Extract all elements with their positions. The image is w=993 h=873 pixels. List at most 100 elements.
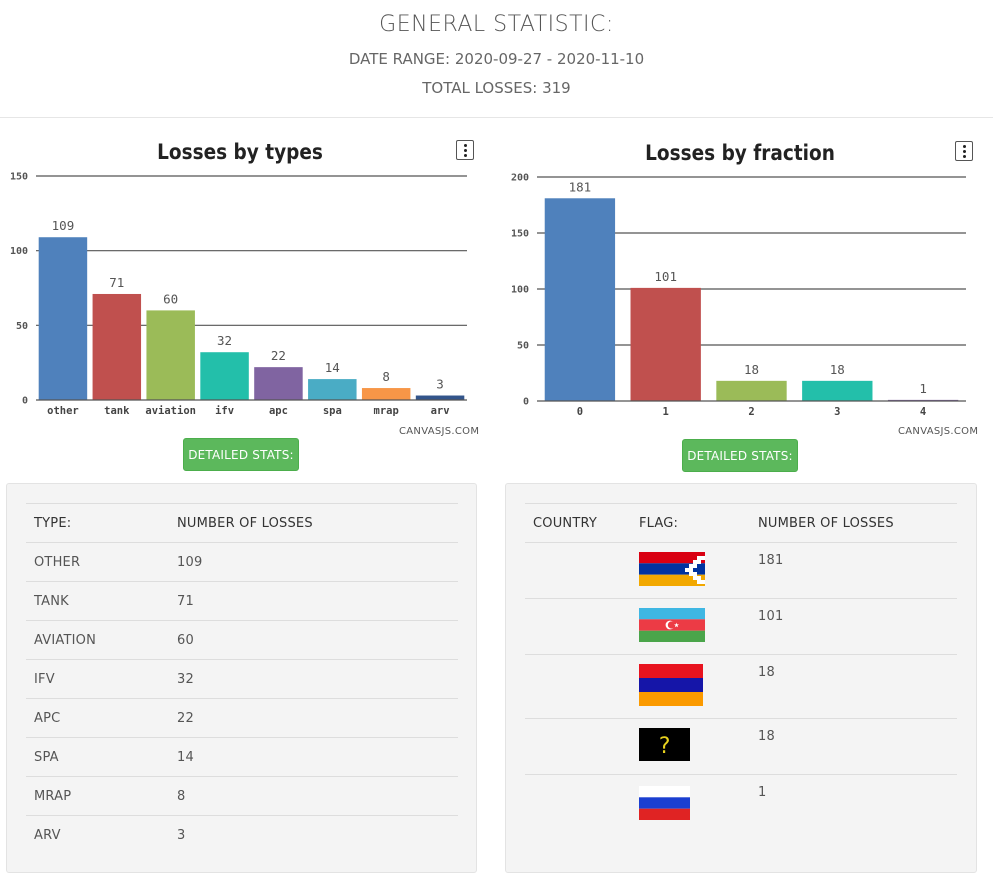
chart-losses-by-types: 0 50 100 150 109 other 71 tank 60 aviation 32 ifv 22… (10, 172, 467, 417)
type-cell: ARV (26, 815, 169, 854)
table-row: IFV 32 (26, 659, 458, 699)
x-tick-label: mrap (374, 405, 399, 417)
table-header-row: TYPE: NUMBER OF LOSSES (26, 503, 458, 543)
total-losses: TOTAL LOSSES: 319 (422, 79, 571, 97)
flag-cell: ? (631, 718, 750, 775)
y-tick-label: 0 (523, 397, 529, 408)
canvasjs-credit[interactable]: CANVASJS.COM (898, 426, 979, 437)
x-tick-label: spa (323, 405, 342, 417)
x-tick-label: ifv (215, 405, 234, 417)
type-cell: TANK (26, 581, 169, 621)
y-tick-label: 150 (511, 229, 529, 240)
data-label: 14 (325, 360, 340, 375)
table-row: 18 (525, 654, 957, 719)
bar-spa (308, 379, 357, 400)
data-label: 1 (919, 381, 927, 396)
table-row: TANK 71 (26, 581, 458, 621)
losses-cell: 109 (169, 542, 458, 582)
y-tick-label: 0 (22, 396, 28, 407)
type-cell: OTHER (26, 542, 169, 582)
armenia-flag-icon (639, 663, 742, 710)
losses-cell: 22 (169, 698, 458, 738)
azerbaijan-flag-icon (639, 607, 742, 646)
x-tick-label: arv (431, 405, 450, 417)
page-header: GENERAL STATISTIC: DATE RANGE: 2020-09-2… (0, 0, 993, 118)
table-row: 101 (525, 598, 957, 655)
fraction-table-panel: COUNTRY FLAG: NUMBER OF LOSSES 181 101 18?… (505, 483, 977, 873)
x-tick-label: 0 (577, 406, 583, 418)
y-tick-label: 200 (511, 173, 529, 184)
table-row: OTHER 109 (26, 542, 458, 582)
bar-2 (716, 380, 787, 401)
data-label: 60 (163, 291, 178, 306)
country-cell (525, 774, 631, 835)
table-row: MRAP 8 (26, 776, 458, 816)
table-row: 181 (525, 542, 957, 599)
losses-cell: 14 (169, 737, 458, 777)
date-range: DATE RANGE: 2020-09-27 - 2020-11-10 (348, 50, 645, 68)
menu-dot-icon (463, 153, 467, 157)
bar-0 (544, 198, 616, 401)
x-tick-label: apc (269, 405, 288, 417)
x-tick-label: 3 (834, 406, 840, 418)
x-tick-label: 2 (748, 406, 754, 418)
table-row: APC 22 (26, 698, 458, 738)
y-tick-label: 50 (16, 321, 28, 332)
menu-dot-icon (463, 143, 467, 147)
table-row: ARV 3 (26, 815, 458, 854)
chart-menu-button-fraction[interactable] (955, 141, 973, 161)
country-cell (525, 654, 631, 719)
table-row: 1 (525, 774, 957, 835)
detailed-stats-button-types[interactable]: DETAILED STATS: (183, 438, 299, 471)
type-cell: AVIATION (26, 620, 169, 660)
x-tick-label: 1 (663, 406, 669, 418)
type-cell: MRAP (26, 776, 169, 816)
data-label: 3 (436, 377, 444, 392)
bar-1 (630, 287, 701, 401)
data-label: 18 (830, 362, 845, 377)
detailed-stats-button-fraction[interactable]: DETAILED STATS: (682, 439, 798, 472)
data-label: 71 (109, 275, 124, 290)
data-label: 32 (217, 333, 232, 348)
column-header-type: TYPE: (26, 503, 169, 543)
table-row: SPA 14 (26, 737, 458, 777)
y-tick-label: 100 (10, 246, 28, 257)
types-table-panel: TYPE: NUMBER OF LOSSES OTHER 109 TANK 71 AVI… (6, 483, 477, 873)
bar-3 (802, 380, 873, 401)
bar-arv (415, 395, 465, 400)
bar-other (38, 237, 88, 400)
y-tick-label: 50 (517, 341, 529, 352)
chart-title-fraction: Losses by fraction (645, 141, 835, 165)
data-label: 8 (382, 369, 390, 384)
table-row: ? 18 (525, 718, 957, 775)
column-header-losses: NUMBER OF LOSSES (169, 503, 458, 543)
svg-text:?: ? (658, 734, 671, 759)
canvasjs-credit[interactable]: CANVASJS.COM (399, 426, 480, 437)
bar-mrap (361, 388, 411, 400)
type-cell: IFV (26, 659, 169, 699)
menu-dot-icon (463, 148, 467, 152)
chart-title-types: Losses by types (157, 140, 323, 164)
x-tick-label: tank (104, 405, 130, 417)
losses-cell: 71 (169, 581, 458, 621)
column-header-flag: FLAG: (631, 503, 750, 543)
data-label: 18 (744, 362, 759, 377)
column-header-country: COUNTRY (525, 503, 631, 543)
losses-cell: 181 (750, 542, 957, 599)
chart-menu-button-types[interactable] (456, 140, 474, 160)
bar-apc (254, 367, 303, 400)
country-cell (525, 542, 631, 599)
flag-cell (631, 542, 750, 599)
x-tick-label: aviation (145, 405, 196, 417)
losses-cell: 18 (750, 718, 957, 775)
data-label: 101 (654, 269, 677, 284)
table-row: AVIATION 60 (26, 620, 458, 660)
data-label: 181 (569, 179, 592, 194)
country-cell (525, 718, 631, 775)
chart-losses-by-fraction: 0 50 100 150 200 181 0 101 1 18 2 18 3 1 4 (511, 173, 966, 418)
losses-cell: 60 (169, 620, 458, 660)
fraction-table: COUNTRY FLAG: NUMBER OF LOSSES 181 101 18?… (525, 503, 957, 835)
bar-tank (92, 293, 142, 400)
type-cell: SPA (26, 737, 169, 777)
y-tick-label: 150 (10, 172, 28, 183)
